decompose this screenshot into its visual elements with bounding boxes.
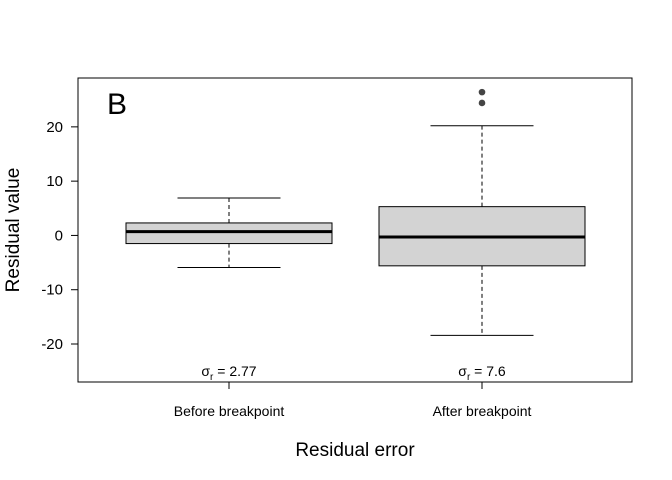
y-tick-label: -20 (41, 336, 63, 353)
x-tick-label: Before breakpoint (174, 403, 285, 419)
x-axis: Before breakpoint After breakpoint (174, 381, 532, 419)
y-axis: -20 -10 0 10 20 (41, 119, 79, 353)
y-tick-label: -10 (41, 282, 63, 299)
sigma-annotation: σr = 2.77 (201, 363, 256, 383)
box-series: σr = 2.77 σr = 7.6 (125, 88, 586, 383)
y-tick-label: 10 (46, 173, 63, 190)
x-tick-label: After breakpoint (433, 403, 532, 419)
outlier-point (478, 88, 486, 96)
x-axis-title: Residual error (295, 440, 415, 461)
box-after-breakpoint: σr = 7.6 (378, 88, 586, 383)
sigma-annotation: σr = 7.6 (458, 363, 506, 383)
outlier-point (478, 99, 486, 107)
y-tick-label: 0 (55, 227, 63, 244)
y-tick-label: 20 (46, 119, 63, 136)
box-before-breakpoint: σr = 2.77 (125, 197, 333, 383)
interquartile-box (125, 222, 333, 245)
y-axis-title: Residual value (3, 168, 24, 293)
panel-letter: B (107, 88, 127, 121)
